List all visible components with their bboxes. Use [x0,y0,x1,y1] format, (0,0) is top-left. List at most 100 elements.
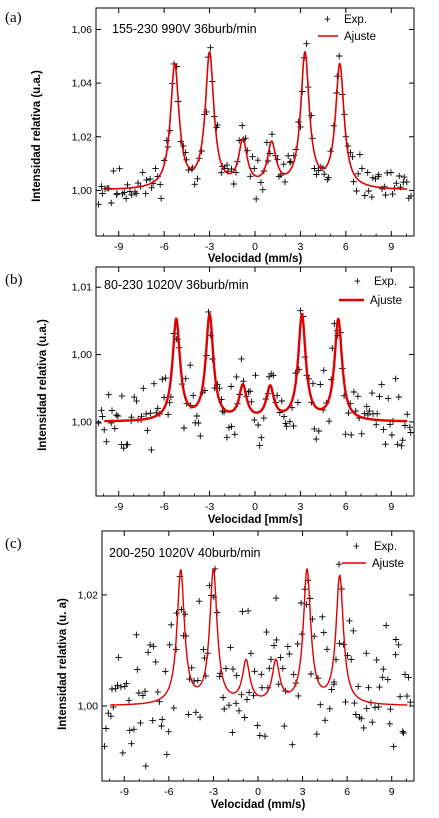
exp-point [313,730,320,738]
exp-point [142,762,149,770]
exp-point [185,166,192,174]
exp-point [317,701,324,708]
exp-point [364,169,371,176]
exp-point [239,122,246,129]
exp-point [253,195,260,203]
exp-point [328,686,335,693]
exp-point [336,640,343,647]
exp-point [267,656,275,663]
exp-point [108,407,116,414]
exp-point [403,178,410,186]
y-tick-label: 1,00 [72,416,93,428]
exp-point [123,680,130,687]
exp-point [146,641,154,649]
exp-point [239,608,246,615]
panel-b-fit-line [103,312,408,423]
panel-a-ylabel: Intensidad relativa (u.a.) [31,70,43,202]
exp-point [395,641,402,648]
panel-c-exp-points [101,561,414,770]
y-tick-label: 1,00 [78,701,99,713]
exp-point [263,139,271,146]
x-tick-label: -6 [159,501,168,513]
exp-point [387,169,395,176]
exp-point [248,398,255,405]
exp-point [358,430,365,437]
exp-point [326,705,333,712]
exp-point [388,431,396,439]
exp-point [251,668,258,675]
exp-point [232,169,240,176]
exp-point [286,650,293,658]
x-tick-label: -3 [205,241,214,253]
exp-point [238,691,245,698]
exp-point [256,732,263,739]
exp-point [219,694,227,701]
exp-point [133,190,140,197]
exp-point [268,131,276,138]
exp-point [384,676,391,683]
exp-point [369,719,376,726]
exp-point [363,650,370,657]
exp-point [144,427,151,434]
exp-point [182,375,189,382]
exp-point [386,421,394,428]
exp-point [290,422,297,430]
x-tick-label: 9 [388,501,394,513]
exp-point [98,407,105,414]
exp-point [207,44,214,51]
exp-point [137,719,144,727]
exp-point [356,151,364,158]
exp-point [258,684,266,691]
exp-point [235,707,243,714]
exp-point [108,199,115,207]
exp-point [393,180,400,187]
exp-point [266,665,273,672]
exp-point [124,441,131,448]
exp-point [315,167,322,174]
exp-point [390,743,397,750]
exp-point [195,419,202,427]
exp-point [361,410,368,417]
exp-point [131,393,138,401]
exp-point [354,393,362,400]
exp-point [247,650,255,657]
exp-point [154,688,161,696]
y-tick-label: 1,01 [72,282,93,294]
exp-point [395,393,402,401]
exp-point [111,425,118,432]
exp-point [147,410,154,417]
exp-point [115,654,122,661]
exp-point [114,682,121,689]
exp-point [363,403,370,410]
exp-point [375,171,382,178]
exp-point [139,692,147,699]
exp-point [117,683,125,691]
exp-point [345,409,352,417]
panel-c-ylabel: Intensidad relativa (u. a) [57,598,69,730]
exp-point [258,671,265,678]
panel-b-legend-exp-marker: + [354,276,361,288]
panel-c-annotation: 200-250 1020V 40burb/min [109,546,261,560]
exp-point [218,169,225,176]
exp-point [196,598,203,605]
exp-point [261,733,269,740]
exp-point [254,421,262,429]
exp-point [164,411,172,418]
exp-point [325,418,333,425]
exp-point [401,671,409,678]
exp-point [352,711,360,718]
exp-point [158,722,165,730]
exp-point [394,441,401,448]
exp-point [149,717,156,724]
exp-point [118,392,126,400]
exp-point [144,649,152,656]
panel-a-fit-line [104,50,408,190]
x-tick-label: 6 [343,501,349,513]
y-tick-label: 1,00 [72,349,93,361]
exp-point [273,636,280,644]
exp-point [159,716,166,723]
exp-point [148,446,155,454]
y-tick-label: 1,02 [72,131,93,143]
exp-point [348,656,355,663]
x-tick-label: -3 [205,501,214,513]
